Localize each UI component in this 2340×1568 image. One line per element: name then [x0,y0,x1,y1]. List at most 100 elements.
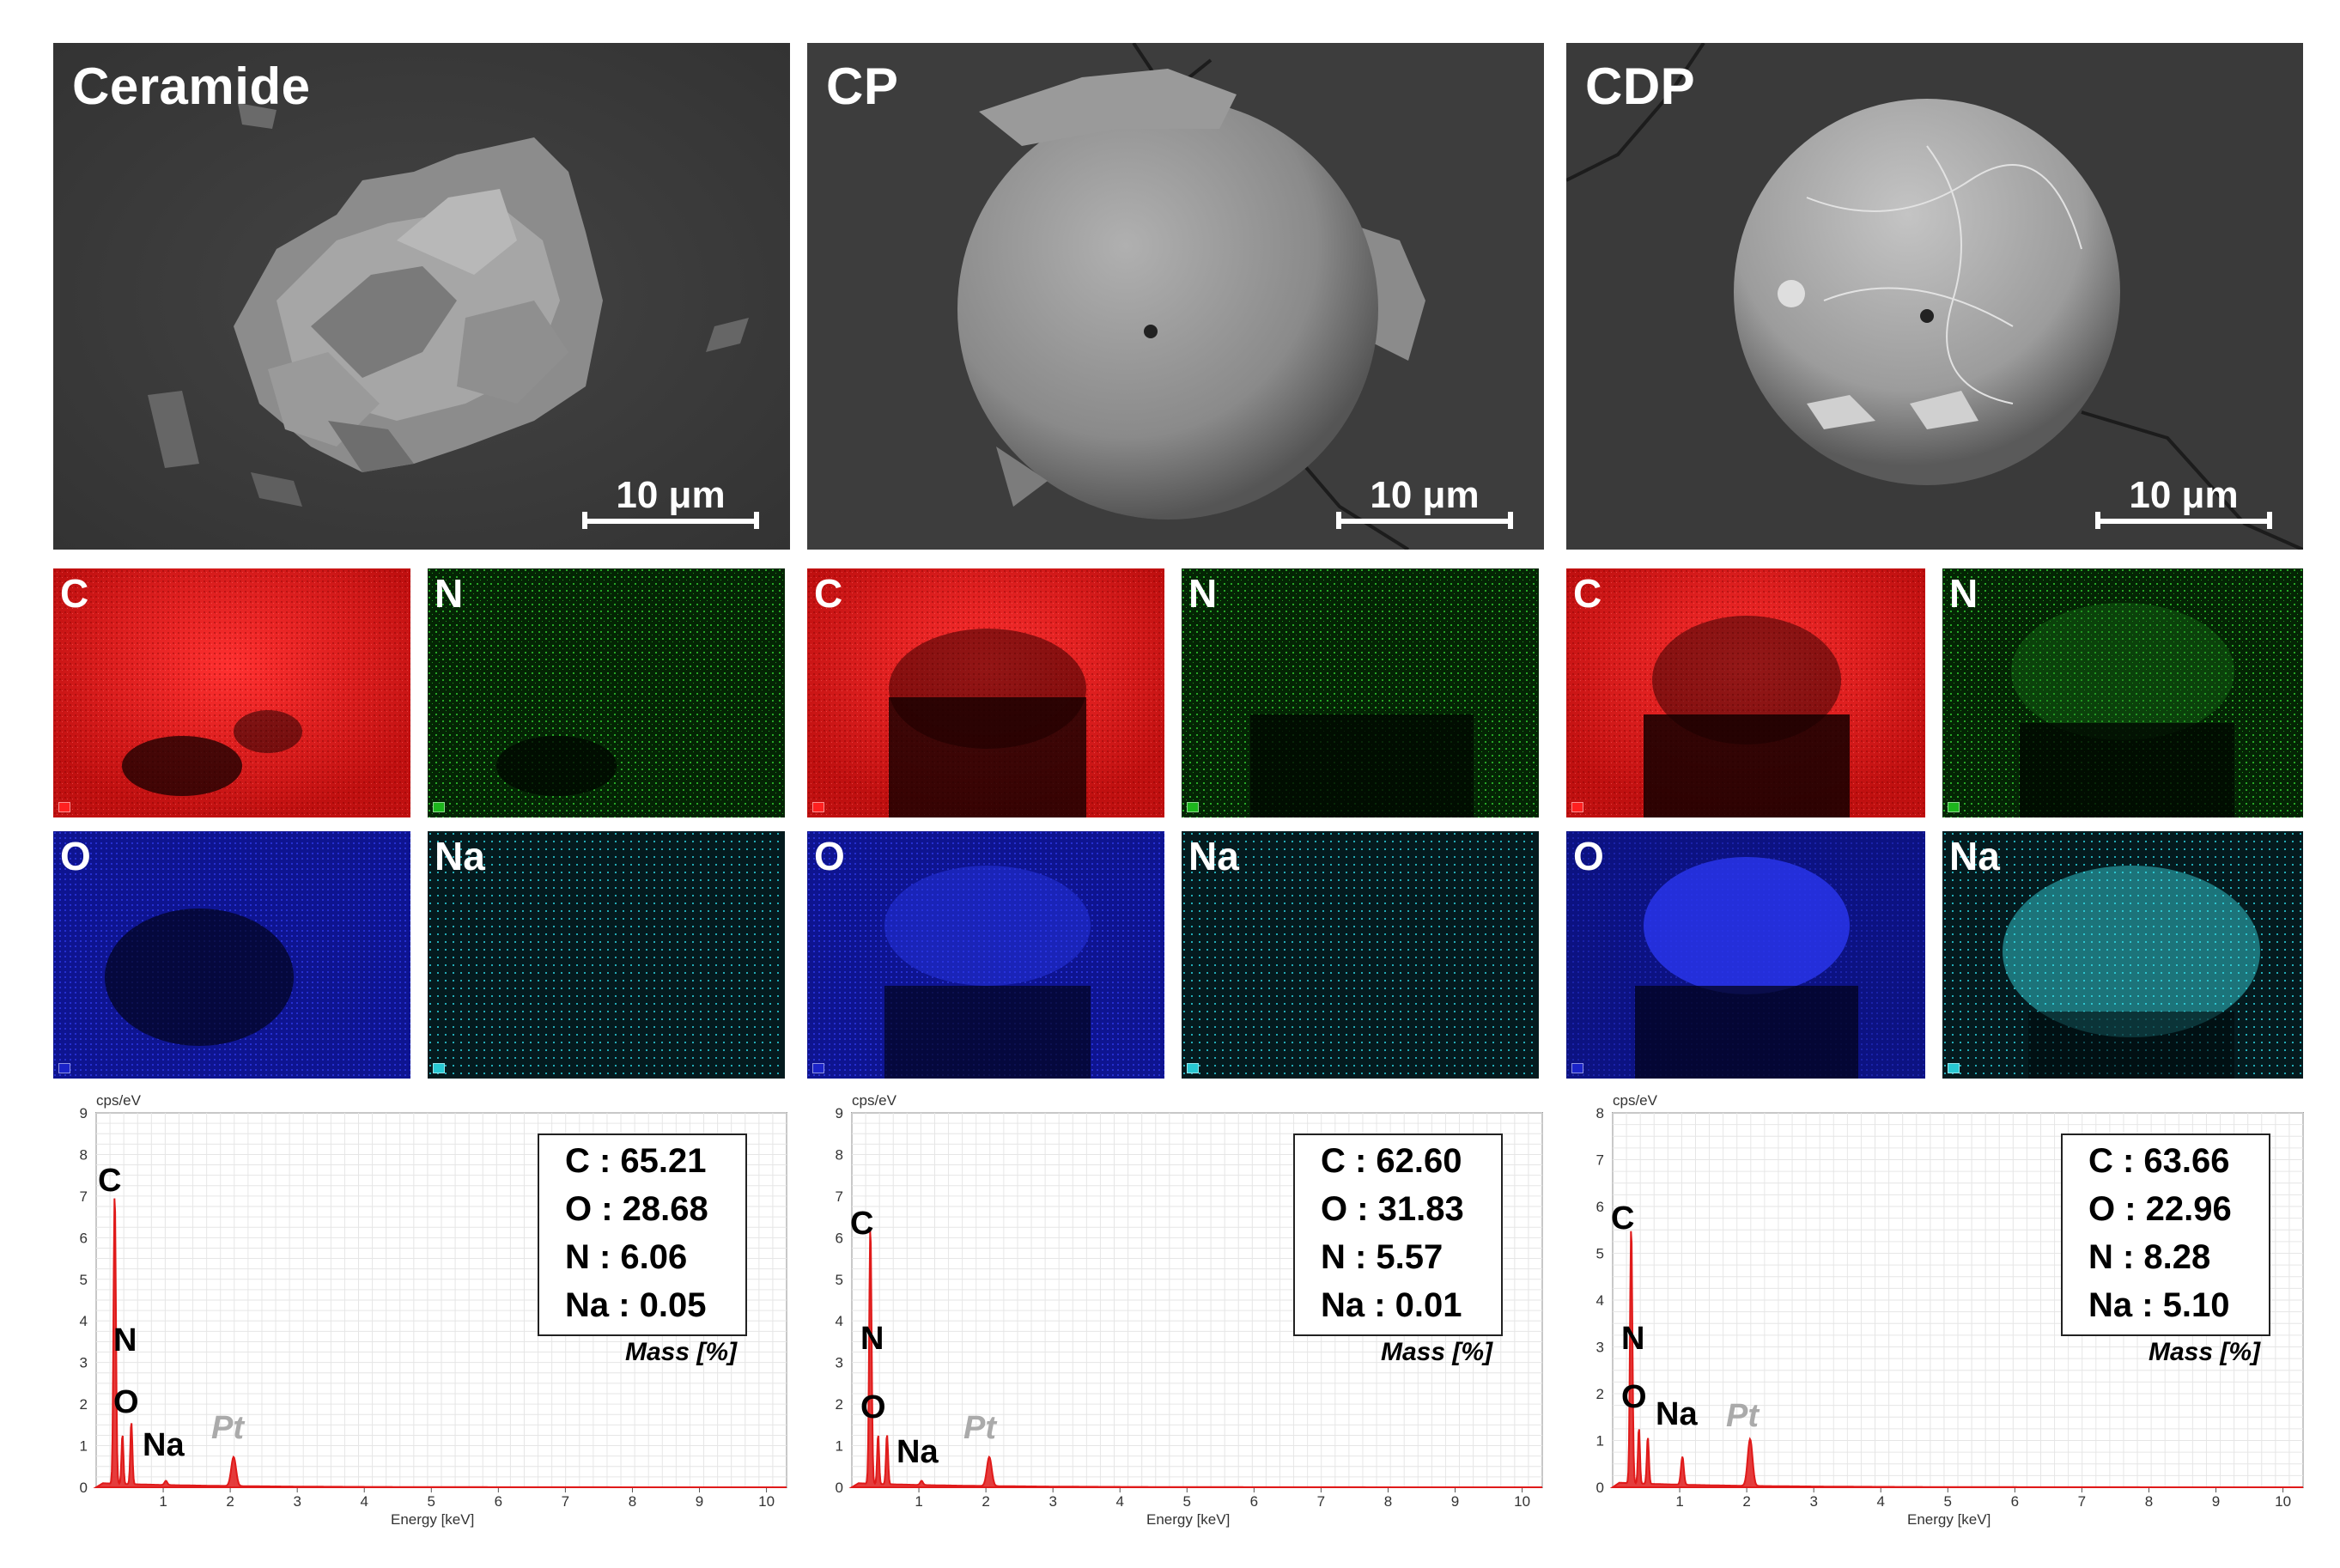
y-tick-label: 9 [836,1105,843,1121]
legend-row: N : 6.06 [565,1238,688,1276]
eds-map-cp-c: C [807,568,1164,817]
carbon-map-graphic [807,568,1164,817]
y-axis-unit: cps/eV [1613,1092,1657,1109]
peak-label-c: C [1611,1200,1635,1237]
scale-bar: 10 μm [582,474,759,531]
y-tick-label: 4 [80,1313,88,1329]
peak-label-n: N [1621,1321,1645,1357]
map-thumbnail-icon [433,802,445,812]
x-tick-label: 6 [2011,1493,2019,1510]
scale-bar-tick [2095,512,2100,529]
scale-bar-tick [2267,512,2272,529]
scale-bar-line [582,519,759,524]
eds-map-ceramide-o: O [53,831,410,1079]
sem-image-cp: CP 10 μm [807,43,1544,550]
sodium-map-graphic [1182,831,1539,1079]
eds-map-cp-na: Na [1182,831,1539,1079]
carbon-map-graphic [1566,568,1925,817]
nitrogen-map-graphic [1182,568,1539,817]
map-thumbnail-icon [1571,802,1583,812]
x-tick-label: 8 [629,1493,636,1510]
spectrum-series [93,1198,787,1488]
x-tick-label: 3 [1048,1493,1056,1510]
x-tick-label: 8 [1384,1493,1392,1510]
peak-label-na: Na [143,1427,185,1463]
map-thumbnail-icon [1571,1063,1583,1073]
peak-label-c: C [850,1206,874,1242]
x-tick-label: 9 [2212,1493,2220,1510]
eds-map-cdp-c: C [1566,568,1925,817]
eds-map-cp-o: O [807,831,1164,1079]
map-thumbnail-icon [1948,802,1960,812]
mass-unit-label: Mass [%] [625,1338,738,1366]
y-tick-label: 5 [836,1272,843,1288]
peak-label-na: Na [1656,1396,1698,1432]
legend-row: C : 65.21 [565,1142,707,1180]
cdp-sphere-graphic [1566,43,2303,550]
legend-row: C : 62.60 [1321,1142,1462,1180]
scale-bar-label: 10 μm [1370,474,1480,516]
map-element-label: O [60,834,91,878]
y-tick-label: 0 [836,1480,843,1496]
sem-title-ceramide: Ceramide [72,58,311,115]
map-thumbnail-icon [1187,802,1199,812]
sodium-map-graphic [428,831,785,1079]
peak-label-pt: Pt [963,1410,996,1446]
sem-title-cp: CP [826,58,899,115]
map-element-label: Na [1949,834,2000,878]
scale-bar-tick [582,512,587,529]
x-tick-label: 2 [1742,1493,1750,1510]
y-axis-unit: cps/eV [96,1092,141,1109]
peak-label-c: C [98,1163,122,1199]
y-tick-label: 0 [1596,1480,1604,1496]
eds-map-ceramide-na: Na [428,831,785,1079]
x-tick-label: 8 [2145,1493,2153,1510]
x-tick-label: 5 [428,1493,435,1510]
eds-map-cp-n: N [1182,568,1539,817]
map-thumbnail-icon [1187,1063,1199,1073]
y-tick-label: 1 [80,1438,88,1455]
y-tick-label: 1 [836,1438,843,1455]
x-tick-label: 7 [562,1493,569,1510]
x-tick-label: 4 [1876,1493,1884,1510]
scale-bar-line [1336,519,1513,524]
sem-image-cdp: CDP 10 μm [1566,43,2303,550]
eds-map-cdp-na: Na [1942,831,2303,1079]
cp-sphere-graphic [807,43,1544,550]
eds-map-cdp-o: O [1566,831,1925,1079]
x-tick-label: 3 [1809,1493,1817,1510]
peak-label-n: N [860,1321,884,1357]
x-tick-label: 7 [1317,1493,1325,1510]
mass-unit-label: Mass [%] [2149,1338,2261,1366]
legend-row: Na : 0.05 [565,1286,707,1324]
mass-unit-label: Mass [%] [1381,1338,1493,1366]
map-element-label: C [1573,571,1602,616]
x-tick-label: 2 [982,1493,989,1510]
x-tick-label: 1 [915,1493,922,1510]
y-tick-label: 2 [80,1396,88,1413]
scale-bar-tick [754,512,759,529]
y-tick-label: 3 [80,1355,88,1371]
mass-legend: C : 65.21 O : 28.68 N : 6.06 Na : 0.05 [538,1133,747,1336]
y-tick-label: 0 [80,1480,88,1496]
map-element-label: C [814,571,843,616]
y-tick-label: 5 [80,1272,88,1288]
y-tick-label: 8 [1596,1105,1604,1121]
x-tick-label: 2 [226,1493,234,1510]
x-tick-label: 10 [1514,1493,1530,1510]
y-tick-label: 2 [836,1396,843,1413]
x-axis-label: Energy [keV] [1907,1511,1991,1528]
x-tick-label: 3 [293,1493,301,1510]
peak-label-pt: Pt [1726,1398,1759,1434]
peak-label-o: O [860,1389,886,1425]
eds-map-ceramide-c: C [53,568,410,817]
peak-label-n: N [113,1322,137,1358]
x-axis-label: Energy [keV] [1146,1511,1231,1528]
x-axis-label: Energy [keV] [391,1511,475,1528]
scale-bar-label: 10 μm [2129,474,2239,516]
legend-row: Na : 0.01 [1321,1286,1462,1324]
y-tick-label: 2 [1596,1386,1604,1402]
y-tick-label: 3 [836,1355,843,1371]
x-tick-label: 7 [2078,1493,2086,1510]
x-tick-label: 9 [696,1493,703,1510]
